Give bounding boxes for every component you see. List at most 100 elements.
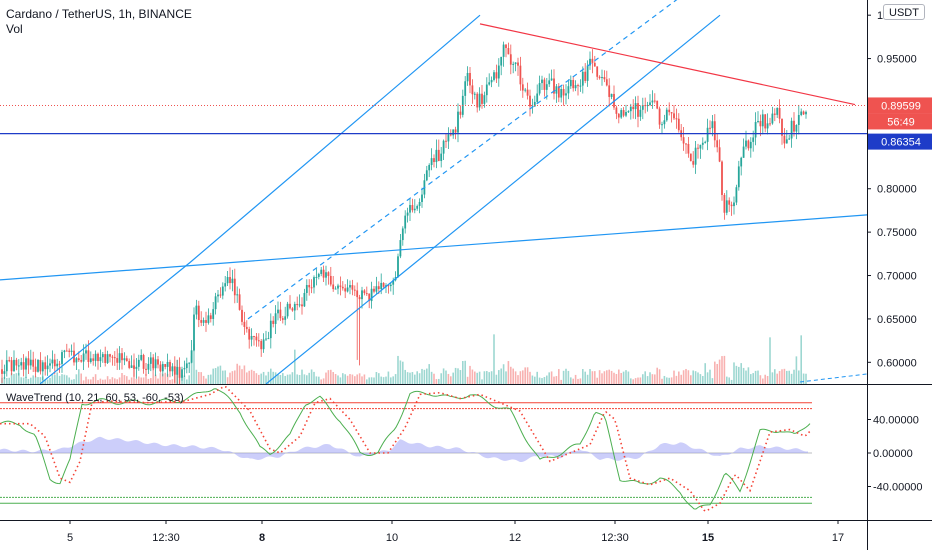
volume-bar: [308, 372, 310, 384]
candle-body: [682, 137, 685, 144]
candle-body: [610, 93, 613, 97]
volume-bar: [349, 374, 351, 384]
volume-bar: [716, 363, 718, 384]
candle-body: [629, 106, 632, 112]
volume-bar: [673, 370, 675, 384]
volume-bar: [502, 364, 505, 384]
volume-bar: [714, 361, 716, 384]
volume-bar: [102, 379, 104, 384]
volume-bar: [145, 373, 147, 384]
candle-body: [329, 275, 332, 285]
volume-bar: [570, 377, 572, 384]
volume-bar: [802, 373, 805, 384]
volume-bar: [447, 373, 450, 384]
candle-body: [89, 358, 92, 362]
candle-body: [111, 356, 114, 358]
candle-body: [125, 358, 128, 362]
candle-body: [49, 363, 51, 366]
volume-bar: [267, 371, 270, 384]
volume-bar: [116, 379, 118, 384]
channel-mid-line: [247, 0, 678, 320]
volume-bar: [334, 374, 337, 384]
price-axis-label: 0.65000: [877, 314, 917, 326]
candle-body: [639, 109, 642, 117]
candle-body: [305, 284, 308, 293]
volume-bar: [409, 372, 411, 384]
candle-body: [668, 109, 671, 113]
volume-bar: [63, 374, 66, 384]
volume-bar: [805, 373, 807, 384]
volume-bar: [18, 373, 20, 384]
volume-bar: [351, 374, 354, 384]
candle-body: [521, 84, 524, 91]
volume-bar: [553, 376, 555, 384]
currency-button[interactable]: USDT: [883, 4, 925, 20]
candle-body: [368, 293, 371, 302]
candle-body: [543, 79, 546, 90]
volume-bar: [15, 373, 18, 384]
candle-body: [447, 134, 450, 142]
volume-bar: [718, 359, 721, 384]
candle-body: [205, 320, 207, 323]
candle-body: [493, 72, 495, 80]
candle-body: [699, 144, 702, 149]
last-price-label-bg: [868, 97, 932, 114]
candle-body: [301, 304, 303, 307]
candle-body: [337, 285, 339, 289]
candle-body: [159, 364, 162, 372]
volume-bar: [130, 377, 133, 384]
candle-body: [104, 354, 107, 363]
candle-body: [538, 83, 541, 94]
candle-body: [577, 85, 579, 87]
candle-body: [339, 285, 342, 287]
candle-body: [1, 369, 3, 374]
volume-bar: [406, 372, 409, 384]
candle-body: [53, 359, 56, 367]
volume-bar: [747, 367, 750, 384]
candle-body: [116, 358, 119, 363]
volume-bar: [404, 369, 406, 384]
volume-bar: [382, 377, 385, 384]
volume-bar: [548, 372, 550, 384]
volume-bar: [205, 378, 207, 384]
candle-body: [771, 113, 774, 124]
candle-body: [39, 359, 42, 372]
volume-bar: [97, 380, 99, 384]
candle-body: [392, 280, 395, 285]
candle-body: [113, 357, 116, 359]
volume-bar: [675, 375, 678, 384]
volume-bar: [435, 379, 438, 384]
volume-bar: [634, 378, 637, 384]
volume-bar: [538, 377, 541, 384]
volume-bar: [169, 379, 171, 384]
volume-bar: [296, 374, 298, 384]
candle-body: [459, 111, 462, 115]
candle-body: [253, 335, 255, 337]
volume-bar: [301, 369, 303, 384]
candle-body: [169, 361, 171, 372]
volume-bar: [510, 366, 512, 384]
volume-bar: [694, 371, 697, 384]
volume-bar: [212, 368, 214, 384]
time-axis-label: 5: [67, 532, 73, 544]
volume-bar: [428, 364, 430, 384]
candle-body: [77, 358, 80, 361]
volume-bar: [390, 377, 392, 384]
volume-bar: [87, 379, 90, 384]
candle-body: [500, 56, 503, 66]
wt1-line: [0, 388, 811, 510]
candle-body: [195, 305, 198, 315]
wavetrend-label[interactable]: WaveTrend (10, 21, 60, 53, -60, -53): [6, 392, 184, 404]
candle-body: [22, 362, 25, 370]
candle-body: [593, 62, 596, 67]
volume-bar: [354, 376, 356, 384]
candle-body: [673, 113, 675, 119]
volume-bar: [685, 368, 687, 384]
volume-bar: [505, 371, 507, 384]
volume-bar: [730, 379, 733, 384]
volume-bar: [214, 368, 217, 384]
volume-bar: [183, 375, 186, 384]
volume-bar: [536, 371, 538, 384]
volume-bar: [217, 366, 219, 384]
